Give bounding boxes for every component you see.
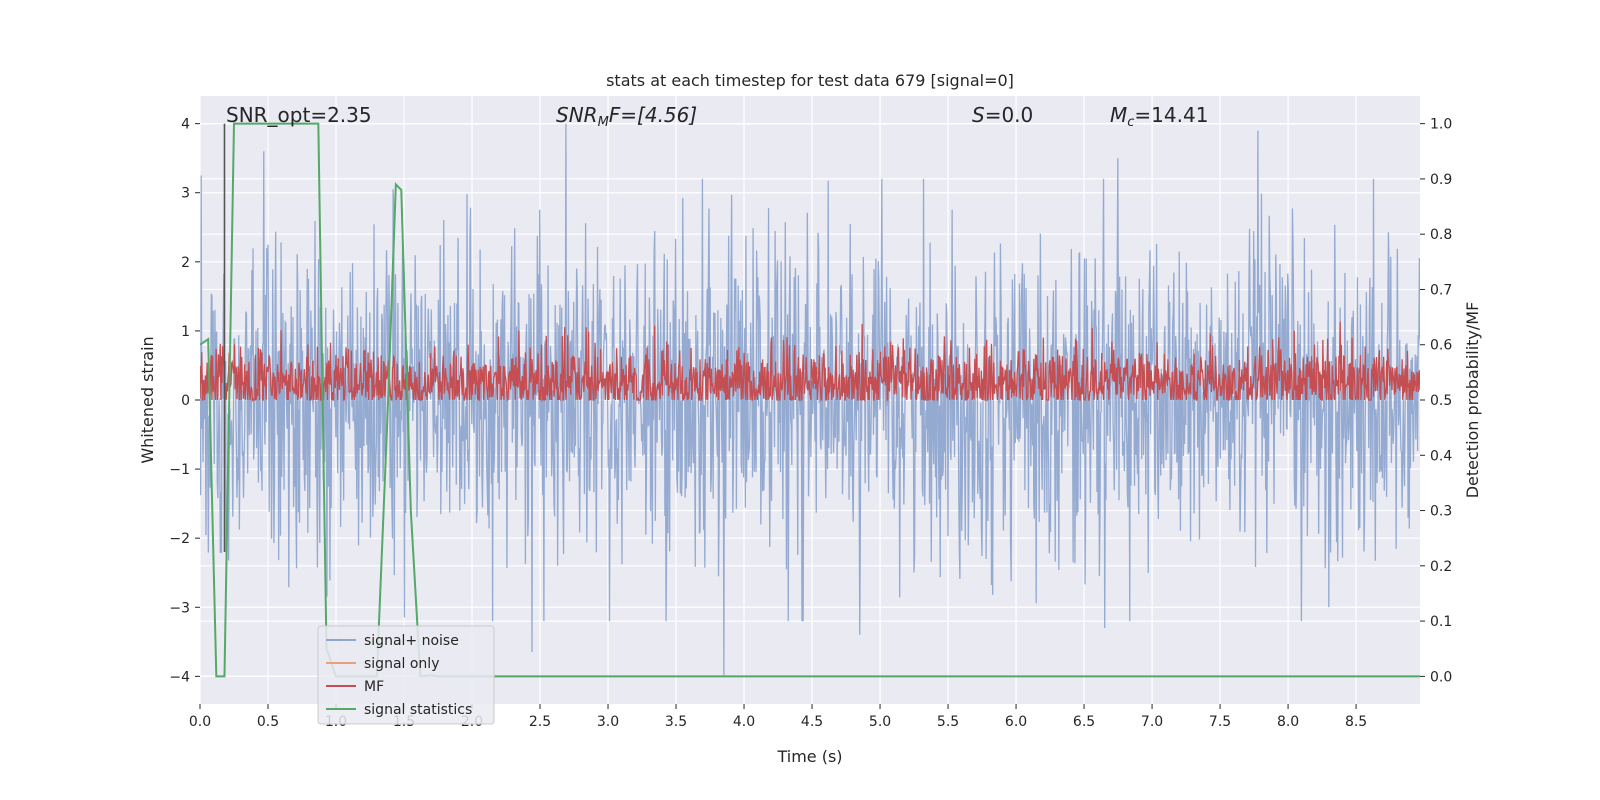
series-layer (200, 122, 1420, 678)
legend: signal+ noise signal only MF signal stat… (317, 625, 495, 725)
x-tick-label: 0.0 (189, 714, 211, 730)
x-tick-label: 6.0 (1005, 714, 1027, 730)
annotation-s-main: S (972, 103, 985, 127)
y-tick-label-right: 0.9 (1430, 172, 1452, 188)
y-tick-label-right: 1.0 (1430, 117, 1452, 133)
y-tick-label-right: 0.4 (1430, 448, 1452, 464)
legend-box (317, 625, 495, 725)
legend-label-mf: MF (364, 679, 384, 695)
annotation-s: S=0.0 (972, 103, 1033, 127)
legend-label-signal-statistics: signal statistics (364, 702, 472, 718)
y-tick-label-left: −1 (169, 462, 190, 478)
y-tick-label-left: 3 (181, 186, 190, 202)
y-tick-label-left: −2 (169, 531, 190, 547)
annotation-s-rest: =0.0 (985, 103, 1034, 127)
y-tick-label-right: 0.1 (1430, 614, 1452, 630)
x-tick-label: 6.5 (1073, 714, 1095, 730)
annotation-mc-main: M (1110, 103, 1127, 127)
x-tick-label: 8.5 (1345, 714, 1367, 730)
legend-label-signal-only: signal only (364, 656, 439, 672)
y-tick-label-right: 0.6 (1430, 338, 1452, 354)
y-tick-label-right: 0.8 (1430, 227, 1452, 243)
y-axis-label-right: Detection probability/MF (1463, 302, 1482, 499)
annotation-mc-rest: =14.41 (1134, 103, 1208, 127)
x-tick-label: 5.5 (937, 714, 959, 730)
x-tick-label: 3.0 (597, 714, 619, 730)
plot-area (200, 122, 1420, 678)
y-tick-label-left: 4 (181, 117, 190, 133)
y-tick-label-right: 0.5 (1430, 393, 1452, 409)
y-tick-label-left: 2 (181, 255, 190, 271)
series-signal-statistics-line (200, 122, 1420, 678)
series-mf-line (200, 321, 1420, 403)
x-tick-label: 8.0 (1277, 714, 1299, 730)
annotation-mc: Mc=14.41 (1110, 103, 1208, 130)
x-tick-label: 7.0 (1141, 714, 1163, 730)
annotation-snr-opt: SNR_opt=2.35 (226, 103, 372, 127)
y-tick-label-right: 0.3 (1430, 504, 1452, 520)
x-tick-label: 3.5 (665, 714, 687, 730)
y-tick-label-right: 0.2 (1430, 559, 1452, 575)
annotation-snr-mf-rest: F=[4.56] (609, 103, 697, 127)
y-tick-label-right: 0.7 (1430, 282, 1452, 298)
x-tick-label: 2.5 (529, 714, 551, 730)
y-axis-label-left: Whitened strain (138, 336, 157, 463)
series-signal-noise-line (200, 123, 1420, 677)
y-tick-label-left: −3 (169, 600, 190, 616)
x-tick-label: 5.0 (869, 714, 891, 730)
x-tick-label: 0.5 (257, 714, 279, 730)
x-axis-label: Time (s) (776, 747, 842, 766)
y-tick-label-right: 0.0 (1430, 669, 1452, 685)
y-tick-label-left: 1 (181, 324, 190, 340)
chart-title: stats at each timestep for test data 679… (606, 71, 1014, 90)
annotation-mc-sub: c (1127, 115, 1134, 130)
legend-label-signal-noise: signal+ noise (364, 633, 459, 649)
x-tick-label: 7.5 (1209, 714, 1231, 730)
annotation-snr-mf-main: SNR (556, 103, 598, 127)
x-tick-label: 4.5 (801, 714, 823, 730)
annotation-snr-mf-sub: M (598, 115, 609, 130)
ticks: 0.00.51.01.52.02.53.03.54.04.55.05.56.06… (169, 117, 1452, 730)
y-tick-label-left: −4 (169, 669, 190, 685)
x-tick-label: 4.0 (733, 714, 755, 730)
annotation-snr-mf: SNRMF=[4.56] (556, 103, 697, 130)
y-tick-label-left: 0 (181, 393, 190, 409)
